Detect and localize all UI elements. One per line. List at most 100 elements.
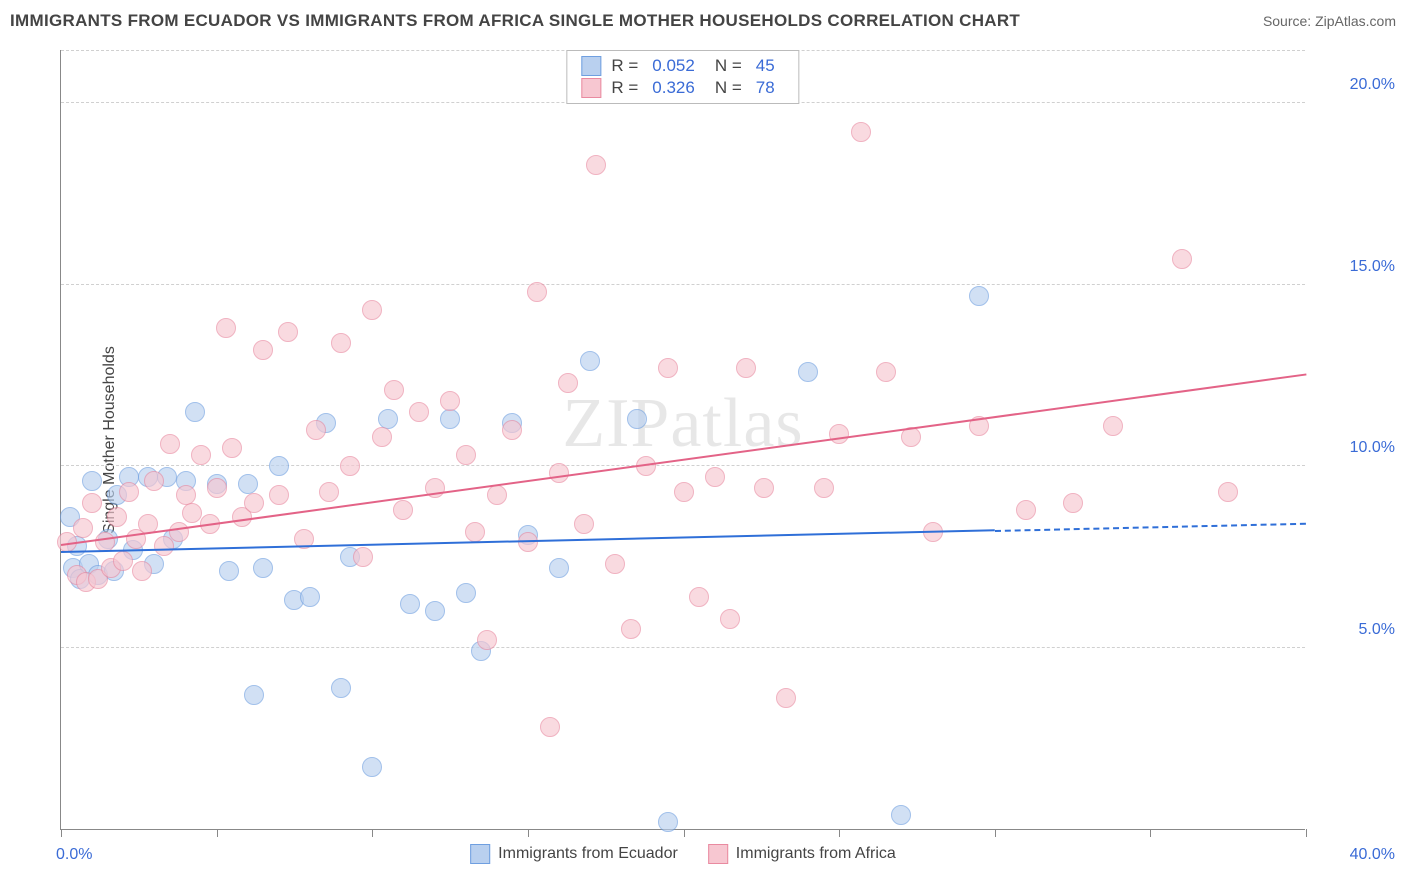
data-point [440, 391, 460, 411]
legend-swatch [581, 78, 601, 98]
data-point [253, 558, 273, 578]
data-point [132, 561, 152, 581]
y-tick-label: 15.0% [1315, 258, 1395, 276]
data-point [586, 155, 606, 175]
data-point [119, 482, 139, 502]
stats-row: R = 0.052 N = 45 [581, 55, 784, 77]
data-point [580, 351, 600, 371]
data-point [621, 619, 641, 639]
gridline [61, 647, 1305, 648]
bottom-legend: Immigrants from EcuadorImmigrants from A… [470, 844, 896, 864]
stat-n-label: N = [715, 78, 742, 98]
stat-n-value: 78 [756, 78, 775, 98]
data-point [182, 503, 202, 523]
data-point [372, 427, 392, 447]
x-tick [995, 829, 996, 837]
data-point [269, 485, 289, 505]
y-tick-label: 10.0% [1315, 439, 1395, 457]
legend-swatch [581, 56, 601, 76]
data-point [574, 514, 594, 534]
data-point [169, 522, 189, 542]
data-point [674, 482, 694, 502]
y-tick-label: 20.0% [1315, 76, 1395, 94]
data-point [238, 474, 258, 494]
data-point [185, 402, 205, 422]
data-point [216, 318, 236, 338]
data-point [113, 551, 133, 571]
data-point [362, 300, 382, 320]
legend-label: Immigrants from Africa [736, 845, 896, 863]
x-tick [217, 829, 218, 837]
data-point [549, 558, 569, 578]
x-max-label: 40.0% [1315, 846, 1395, 864]
data-point [456, 583, 476, 603]
data-point [658, 812, 678, 832]
data-point [829, 424, 849, 444]
data-point [527, 282, 547, 302]
data-point [393, 500, 413, 520]
data-point [253, 340, 273, 360]
data-point [340, 456, 360, 476]
data-point [144, 471, 164, 491]
data-point [465, 522, 485, 542]
data-point [540, 717, 560, 737]
stat-n-value: 45 [756, 56, 775, 76]
legend-item: Immigrants from Africa [708, 844, 896, 864]
data-point [222, 438, 242, 458]
data-point [814, 478, 834, 498]
data-point [400, 594, 420, 614]
data-point [1218, 482, 1238, 502]
trend-line [61, 374, 1306, 546]
gridline [61, 284, 1305, 285]
legend-swatch [708, 844, 728, 864]
data-point [154, 536, 174, 556]
data-point [278, 322, 298, 342]
data-point [558, 373, 578, 393]
y-tick-label: 5.0% [1315, 621, 1395, 639]
data-point [736, 358, 756, 378]
x-tick [684, 829, 685, 837]
data-point [518, 532, 538, 552]
data-point [244, 685, 264, 705]
data-point [1063, 493, 1083, 513]
data-point [851, 122, 871, 142]
title-bar: IMMIGRANTS FROM ECUADOR VS IMMIGRANTS FR… [0, 0, 1406, 42]
data-point [658, 358, 678, 378]
data-point [1103, 416, 1123, 436]
data-point [176, 485, 196, 505]
data-point [876, 362, 896, 382]
data-point [502, 420, 522, 440]
x-tick [1306, 829, 1307, 837]
legend-swatch [470, 844, 490, 864]
chart-source: Source: ZipAtlas.com [1263, 13, 1396, 29]
data-point [244, 493, 264, 513]
data-point [409, 402, 429, 422]
stat-r-value: 0.052 [652, 56, 695, 76]
data-point [605, 554, 625, 574]
stat-n-label: N = [715, 56, 742, 76]
data-point [705, 467, 725, 487]
data-point [477, 630, 497, 650]
data-point [798, 362, 818, 382]
x-tick [372, 829, 373, 837]
data-point [891, 805, 911, 825]
scatter-plot: Single Mother Households ZIPatlas 5.0%10… [60, 50, 1305, 830]
data-point [689, 587, 709, 607]
stat-r-label: R = [611, 56, 638, 76]
data-point [306, 420, 326, 440]
stats-row: R =0.326N =78 [581, 77, 784, 99]
data-point [319, 482, 339, 502]
x-tick [61, 829, 62, 837]
data-point [378, 409, 398, 429]
x-min-label: 0.0% [56, 846, 92, 864]
data-point [160, 434, 180, 454]
data-point [362, 757, 382, 777]
data-point [487, 485, 507, 505]
data-point [331, 333, 351, 353]
x-tick [528, 829, 529, 837]
stat-r-label: R = [611, 78, 638, 98]
chart-title: IMMIGRANTS FROM ECUADOR VS IMMIGRANTS FR… [10, 11, 1020, 31]
x-tick [1150, 829, 1151, 837]
data-point [776, 688, 796, 708]
data-point [456, 445, 476, 465]
